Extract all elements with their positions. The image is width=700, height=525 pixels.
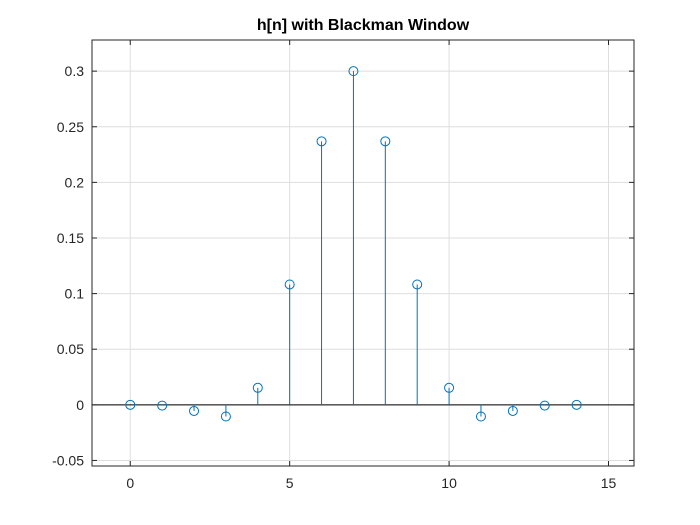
stem-marker (220, 411, 231, 422)
y-tick-label: 0.25 (57, 119, 84, 135)
stem-marker (284, 279, 295, 290)
x-tick-label: 0 (126, 475, 134, 491)
y-axis-ticks: -0.05 0 0.05 0.1 0.15 0.2 0.25 0.3 (52, 63, 634, 468)
stem-marker (380, 136, 391, 147)
stem-marker (475, 411, 486, 422)
y-tick-label: 0.15 (57, 230, 84, 246)
y-tick-label: 0.1 (65, 286, 85, 302)
stems-group (161, 71, 546, 417)
stem-marker (571, 399, 582, 410)
y-tick-label: 0.2 (65, 174, 85, 190)
y-tick-label: 0.3 (65, 63, 85, 79)
stem-marker (412, 279, 423, 290)
stem-marker (125, 399, 136, 410)
stem-marker (252, 382, 263, 393)
stem-marker (316, 136, 327, 147)
stem-marker (189, 405, 200, 416)
y-tick-label: 0 (76, 397, 84, 413)
stem-marker (507, 405, 518, 416)
x-tick-label: 10 (441, 475, 457, 491)
plot-background (92, 40, 634, 466)
stem-marker (157, 400, 168, 411)
markers-group (125, 66, 582, 422)
stem-marker (444, 382, 455, 393)
x-tick-label: 15 (601, 475, 617, 491)
stem-marker (348, 66, 359, 77)
x-axis-ticks: 0 5 10 15 (126, 40, 616, 491)
plot-box (91, 39, 635, 467)
y-tick-label: -0.05 (52, 452, 84, 468)
x-tick-label: 5 (286, 475, 294, 491)
chart-title: h[n] with Blackman Window (257, 17, 470, 34)
stem-marker (539, 400, 550, 411)
y-tick-label: 0.05 (57, 341, 84, 357)
